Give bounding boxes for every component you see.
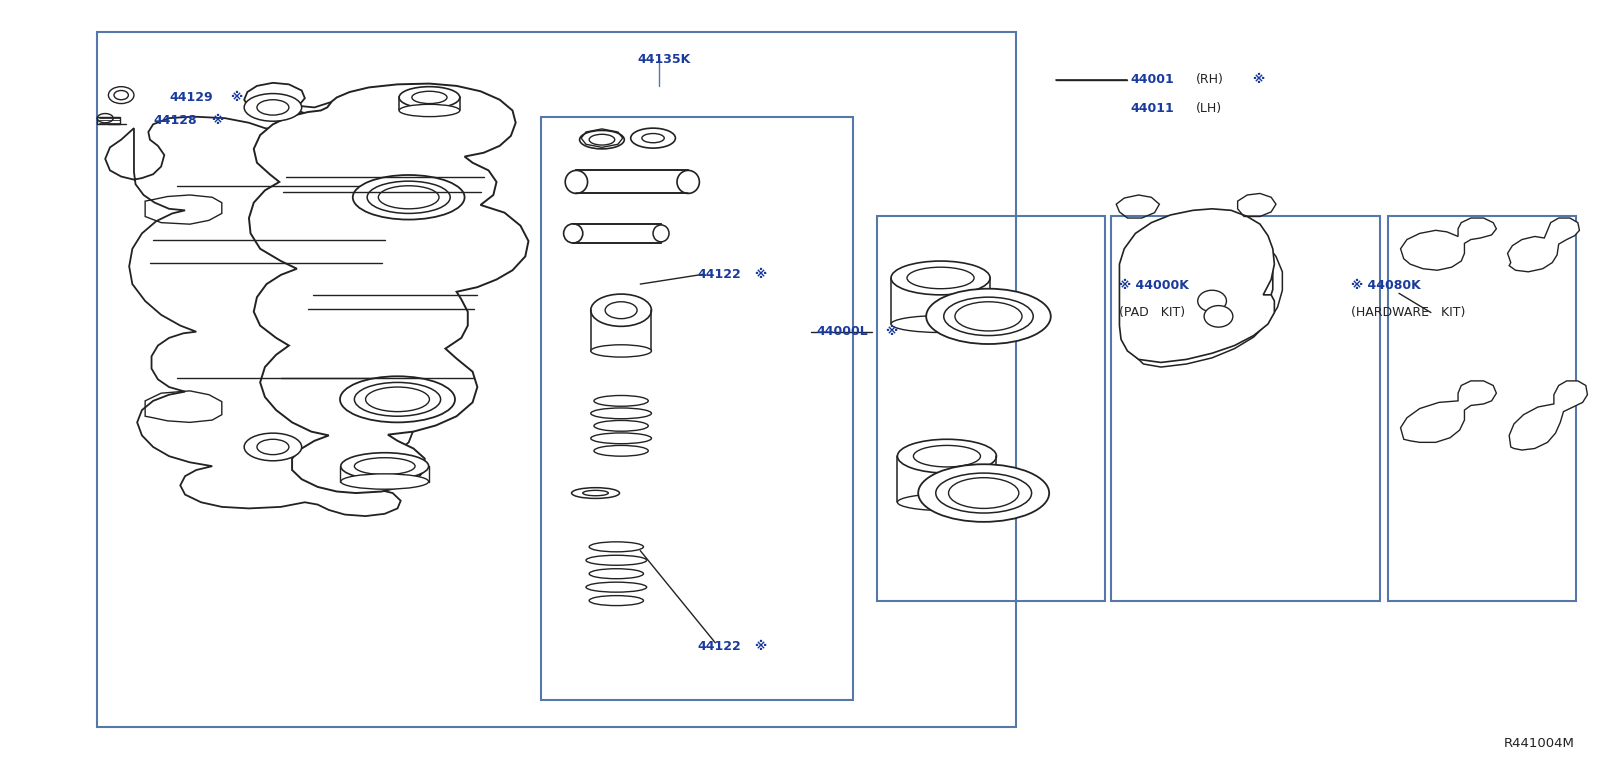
Bar xyxy=(1112,217,1379,601)
Text: ※: ※ xyxy=(885,325,896,338)
Ellipse shape xyxy=(411,91,446,103)
Bar xyxy=(877,217,1106,601)
Ellipse shape xyxy=(594,420,648,431)
Ellipse shape xyxy=(582,490,608,496)
Ellipse shape xyxy=(944,297,1034,335)
Polygon shape xyxy=(1400,218,1496,271)
Ellipse shape xyxy=(589,134,614,145)
Ellipse shape xyxy=(936,473,1032,513)
Ellipse shape xyxy=(398,86,459,108)
Bar xyxy=(98,116,120,124)
Ellipse shape xyxy=(98,113,114,123)
Text: ※: ※ xyxy=(1253,73,1264,86)
Text: ※: ※ xyxy=(754,640,766,653)
Ellipse shape xyxy=(590,408,651,419)
Ellipse shape xyxy=(630,128,675,148)
Text: 44011: 44011 xyxy=(1131,103,1174,116)
Ellipse shape xyxy=(653,225,669,242)
Text: 44128: 44128 xyxy=(154,114,197,127)
Polygon shape xyxy=(106,82,448,516)
Ellipse shape xyxy=(589,569,643,579)
Ellipse shape xyxy=(594,446,648,456)
Ellipse shape xyxy=(898,493,997,510)
Ellipse shape xyxy=(918,464,1050,522)
Ellipse shape xyxy=(354,458,414,475)
Text: (HARDWARE   KIT): (HARDWARE KIT) xyxy=(1350,306,1466,319)
Ellipse shape xyxy=(590,345,651,357)
Polygon shape xyxy=(1509,381,1587,450)
Text: (PAD   KIT): (PAD KIT) xyxy=(1120,306,1186,319)
Polygon shape xyxy=(250,83,528,493)
Ellipse shape xyxy=(378,186,438,209)
Text: 44122: 44122 xyxy=(698,640,741,653)
Ellipse shape xyxy=(926,288,1051,344)
Ellipse shape xyxy=(594,396,648,406)
Bar xyxy=(98,32,1016,727)
Ellipse shape xyxy=(563,224,582,243)
Text: 44001: 44001 xyxy=(1131,73,1174,86)
Polygon shape xyxy=(1400,381,1496,443)
Ellipse shape xyxy=(642,133,664,143)
Ellipse shape xyxy=(586,582,646,592)
Polygon shape xyxy=(1507,218,1579,272)
Ellipse shape xyxy=(571,488,619,498)
Ellipse shape xyxy=(341,474,429,490)
Ellipse shape xyxy=(1198,290,1227,311)
Text: 44129: 44129 xyxy=(170,91,213,104)
Ellipse shape xyxy=(590,294,651,326)
Text: (RH): (RH) xyxy=(1197,73,1224,86)
Circle shape xyxy=(258,99,290,115)
Polygon shape xyxy=(1120,209,1274,362)
Ellipse shape xyxy=(590,433,651,443)
Ellipse shape xyxy=(907,268,974,288)
Polygon shape xyxy=(1125,230,1272,355)
Text: 44000L: 44000L xyxy=(816,325,867,338)
Ellipse shape xyxy=(339,376,454,423)
Text: ※ 44000K: ※ 44000K xyxy=(1120,279,1189,292)
Ellipse shape xyxy=(605,301,637,318)
Ellipse shape xyxy=(354,382,440,416)
Ellipse shape xyxy=(114,90,128,99)
Ellipse shape xyxy=(365,387,429,412)
Text: ※ 44080K: ※ 44080K xyxy=(1350,279,1421,292)
Text: ※: ※ xyxy=(211,114,222,127)
Ellipse shape xyxy=(565,170,587,194)
Ellipse shape xyxy=(898,439,997,473)
Circle shape xyxy=(258,439,290,455)
Bar xyxy=(1387,217,1576,601)
Ellipse shape xyxy=(366,181,450,214)
Ellipse shape xyxy=(579,130,624,149)
Ellipse shape xyxy=(949,478,1019,508)
Bar xyxy=(541,116,853,701)
Ellipse shape xyxy=(352,175,464,220)
Ellipse shape xyxy=(589,596,643,605)
Ellipse shape xyxy=(891,261,990,295)
Ellipse shape xyxy=(109,86,134,103)
Ellipse shape xyxy=(341,453,429,480)
Text: R441004M: R441004M xyxy=(1504,737,1574,750)
Text: ※: ※ xyxy=(230,91,242,104)
Bar xyxy=(576,170,688,194)
Bar xyxy=(573,224,661,244)
Ellipse shape xyxy=(589,542,643,552)
Ellipse shape xyxy=(398,104,459,116)
Text: 44135K: 44135K xyxy=(637,52,690,66)
Ellipse shape xyxy=(1205,305,1234,327)
Ellipse shape xyxy=(891,315,990,332)
Text: 44122: 44122 xyxy=(698,268,741,281)
Text: ※: ※ xyxy=(754,268,766,281)
Circle shape xyxy=(245,93,302,121)
Circle shape xyxy=(245,433,302,461)
Ellipse shape xyxy=(914,446,981,467)
Ellipse shape xyxy=(586,555,646,565)
Ellipse shape xyxy=(955,301,1022,331)
Text: (LH): (LH) xyxy=(1197,103,1222,116)
Ellipse shape xyxy=(677,170,699,194)
